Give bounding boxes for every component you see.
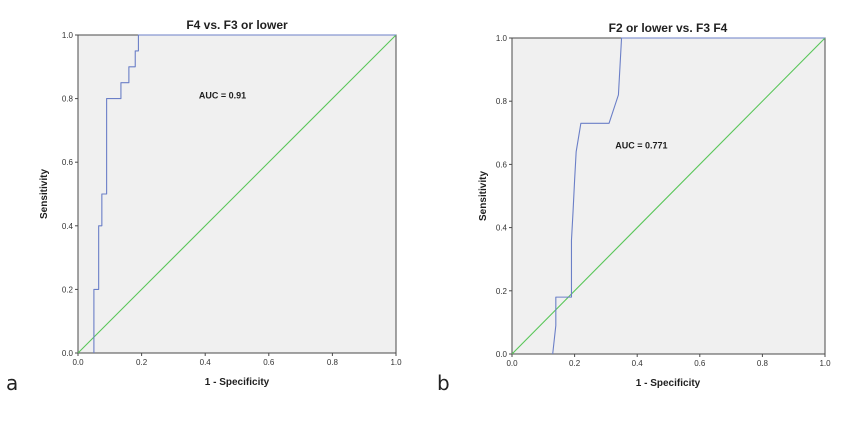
x-tick-label: 0.4 — [632, 359, 644, 368]
y-tick-label: 0.8 — [62, 95, 74, 104]
y-axis-label: Sensitivity — [478, 171, 489, 221]
y-tick-label: 0.2 — [62, 285, 74, 294]
y-tick-label: 0.4 — [62, 222, 74, 231]
x-tick-label: 0.2 — [569, 359, 581, 368]
x-tick-label: 0.4 — [200, 358, 212, 367]
x-tick-label: 0.2 — [136, 358, 148, 367]
x-axis-label: 1 - Specificity — [636, 378, 701, 389]
roc-curve-line — [93, 34, 396, 353]
y-tick-label: 1.0 — [62, 31, 74, 40]
panel-letter: b — [437, 371, 450, 395]
auc-annotation: AUC = 0.91 — [199, 91, 246, 101]
roc-panel-b: F2 or lower vs. F3 F4 1 - Specificity Se… — [437, 21, 831, 395]
x-tick-label: 0.8 — [757, 359, 769, 368]
x-tick-label: 0.8 — [327, 358, 339, 367]
y-tick-label: 0.4 — [496, 224, 508, 233]
roc-panel-a: F4 vs. F3 or lower 1 - Specificity Sensi… — [6, 18, 402, 395]
x-tick-label: 0.6 — [694, 359, 706, 368]
x-tick-label: 1.0 — [819, 359, 831, 368]
chart-title: F4 vs. F3 or lower — [186, 18, 288, 32]
panel-letter: a — [6, 371, 18, 395]
reference-diagonal-line — [511, 37, 826, 355]
y-axis-label: Sensitivity — [39, 169, 50, 219]
x-tick-label: 0.0 — [506, 359, 518, 368]
reference-diagonal-line — [77, 34, 397, 354]
y-tick-label: 0.0 — [62, 349, 74, 358]
y-tick-label: 0.0 — [496, 350, 508, 359]
y-tick-label: 1.0 — [496, 34, 508, 43]
x-tick-label: 1.0 — [390, 358, 402, 367]
y-tick-label: 0.2 — [496, 287, 508, 296]
auc-annotation: AUC = 0.771 — [615, 141, 667, 151]
roc-curve-line — [552, 37, 825, 355]
x-tick-label: 0.0 — [72, 358, 84, 367]
y-tick-label: 0.6 — [496, 160, 508, 169]
y-tick-label: 0.8 — [496, 97, 508, 106]
x-tick-label: 0.6 — [263, 358, 275, 367]
x-axis-label: 1 - Specificity — [205, 377, 270, 388]
y-tick-label: 0.6 — [62, 158, 74, 167]
chart-title: F2 or lower vs. F3 F4 — [609, 21, 728, 35]
